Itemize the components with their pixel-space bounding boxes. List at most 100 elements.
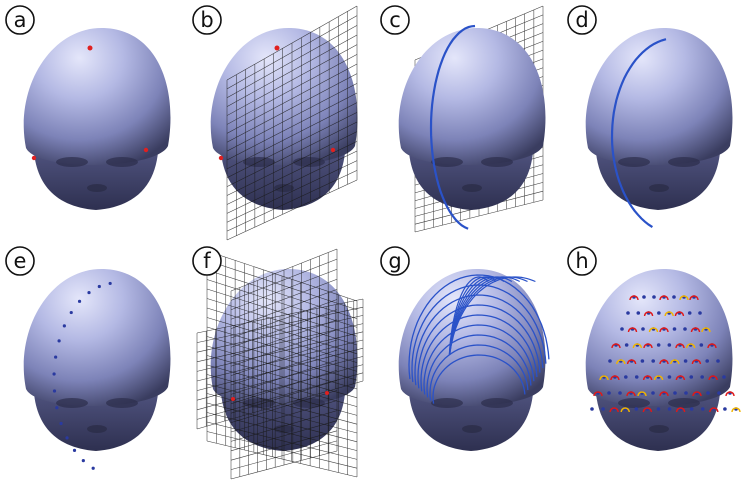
electrode-point xyxy=(642,295,646,299)
midline-point xyxy=(108,281,112,286)
grid-line xyxy=(226,54,358,125)
midline-point xyxy=(52,389,57,393)
midline-point xyxy=(77,299,82,303)
electrode-ring-yellow xyxy=(685,343,696,349)
grid-line xyxy=(206,431,358,469)
cranium xyxy=(23,27,171,166)
panel-b: b xyxy=(192,5,358,241)
right-ear-fiducial xyxy=(143,147,149,153)
grid-line xyxy=(196,339,364,382)
eye-shadow-right xyxy=(668,157,700,167)
electrode-ring-yellow xyxy=(664,311,674,317)
nose-shadow xyxy=(462,184,482,192)
electrode-point xyxy=(705,359,709,363)
electrode-ring-yellow xyxy=(616,359,626,365)
electrode-point xyxy=(722,375,726,379)
midline-contour xyxy=(610,38,667,229)
eye-shadow-right xyxy=(481,157,513,167)
grid-line xyxy=(226,83,358,152)
right-ear-fiducial xyxy=(330,147,336,153)
electrode-point xyxy=(667,343,672,347)
electrode-ring-red xyxy=(707,343,717,349)
electrode-ring-yellow xyxy=(731,407,741,413)
grid-line xyxy=(196,306,364,343)
grid-line xyxy=(206,326,358,372)
panel-label: f xyxy=(192,246,222,276)
nasion-fiducial xyxy=(274,45,280,51)
panel-label: b xyxy=(192,5,222,35)
electrode-point xyxy=(684,391,688,395)
electrode-ring-red xyxy=(659,391,669,397)
latitude-contour xyxy=(420,314,538,392)
panel-label: c xyxy=(380,5,410,35)
grid-line xyxy=(196,315,364,353)
grid-line xyxy=(226,15,358,90)
grid-line xyxy=(226,25,358,99)
electrode-point xyxy=(652,295,656,299)
electrode-ring-yellow xyxy=(637,391,647,397)
eye-shadow-right xyxy=(668,398,700,408)
panel-h: h xyxy=(567,246,741,451)
electrode-point xyxy=(634,375,639,379)
nasion-fiducial xyxy=(87,45,93,51)
eye-shadow-left xyxy=(56,157,88,167)
axial-plane xyxy=(196,298,364,430)
left-ear-fiducial xyxy=(218,155,224,161)
grid-line xyxy=(226,170,358,232)
cranium xyxy=(210,27,358,166)
electrode-ring-yellow xyxy=(648,327,659,333)
electrode-point xyxy=(657,311,661,315)
electrode-point xyxy=(618,391,622,395)
intersection-point xyxy=(231,397,235,401)
electrode-point xyxy=(601,407,605,411)
electrode-ring-red xyxy=(643,343,653,349)
label-circle xyxy=(380,246,410,276)
latitude-contour xyxy=(423,324,535,395)
eye-shadow-left xyxy=(618,157,650,167)
electrode-ring-red xyxy=(643,311,654,317)
grid-line xyxy=(206,412,358,451)
grid-line xyxy=(206,383,358,425)
label-text: h xyxy=(575,249,588,273)
panel-label: g xyxy=(380,246,410,276)
panel-label: d xyxy=(567,5,597,35)
left-ear-fiducial xyxy=(31,155,37,161)
electrode-point xyxy=(673,391,677,395)
electrode-ring-red xyxy=(691,359,702,365)
electrode-point xyxy=(624,375,628,379)
label-circle xyxy=(567,246,597,276)
electrode-point xyxy=(590,407,594,411)
grid-line xyxy=(196,298,364,334)
electrode-ring-red xyxy=(627,327,638,333)
electrode-ring-red xyxy=(609,407,619,413)
electrode-ring-red xyxy=(659,295,669,301)
electrode-ring-yellow xyxy=(701,327,711,333)
label-circle xyxy=(5,5,35,35)
grid-line xyxy=(226,112,358,179)
label-circle xyxy=(380,5,410,35)
eye-shadow-right xyxy=(106,398,138,408)
grid-line xyxy=(206,307,358,355)
electrode-point xyxy=(689,407,694,411)
electrode-point xyxy=(607,391,611,395)
grid-line xyxy=(226,92,358,161)
nose-shadow xyxy=(274,184,294,192)
panel-label: h xyxy=(567,246,597,276)
grid-line xyxy=(226,5,358,81)
midline-point xyxy=(87,290,91,295)
grid-line xyxy=(206,250,358,302)
label-circle xyxy=(5,246,35,276)
electrode-ring-red xyxy=(692,391,702,397)
panel-f: f xyxy=(192,246,364,480)
grid-line xyxy=(196,364,364,411)
electrode-point xyxy=(667,375,672,379)
latitude-contour xyxy=(408,274,550,380)
electrode-ring-red xyxy=(659,359,669,365)
electrode-point xyxy=(716,359,720,363)
latitude-contour xyxy=(417,304,541,389)
midline-point xyxy=(81,458,85,463)
sagittal-plane-f xyxy=(206,250,358,478)
label-text: c xyxy=(389,8,401,32)
grid-line xyxy=(206,269,358,319)
